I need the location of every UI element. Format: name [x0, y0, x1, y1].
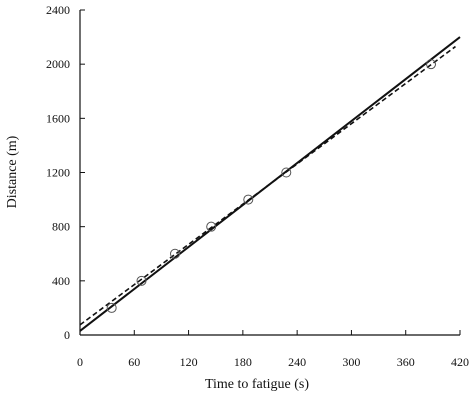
x-tick-label: 180: [234, 355, 252, 369]
data-point: [281, 167, 292, 178]
y-tick-label: 1200: [46, 166, 70, 180]
x-tick-label: 360: [397, 355, 415, 369]
y-tick-label: 800: [52, 220, 70, 234]
x-axis: 0 60 120 180 240 300 360 420: [77, 330, 469, 369]
y-axis: 0 400 800 1200 1600 2000 2400: [46, 3, 85, 342]
x-tick-label: 420: [451, 355, 469, 369]
data-point: [106, 302, 117, 313]
data-point: [243, 194, 254, 205]
y-tick-label: 1600: [46, 111, 70, 125]
y-axis-title: Distance (m): [5, 135, 20, 208]
y-tick-label: 400: [52, 274, 70, 288]
x-tick-label: 120: [180, 355, 198, 369]
series-layer: [79, 36, 461, 332]
x-tick-label: 0: [77, 355, 83, 369]
x-tick-label: 300: [342, 355, 360, 369]
y-tick-label: 0: [64, 328, 70, 342]
data-point: [426, 59, 437, 70]
data-point: [170, 248, 180, 259]
x-axis-title: Time to fatigue (s): [205, 377, 309, 392]
x-tick-label: 60: [128, 355, 140, 369]
dashed-fit-line: [79, 45, 456, 326]
x-tick-label: 240: [288, 355, 306, 369]
data-point: [136, 275, 147, 286]
y-tick-label: 2400: [46, 3, 70, 17]
y-tick-label: 2000: [46, 57, 70, 71]
data-point: [206, 221, 217, 232]
